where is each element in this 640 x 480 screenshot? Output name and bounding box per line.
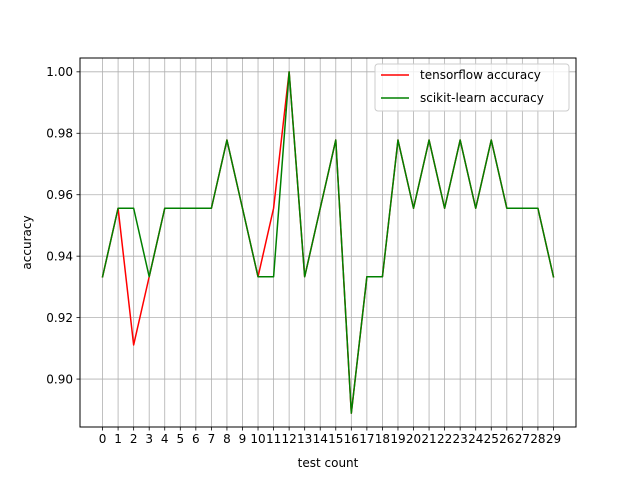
legend-box — [374, 63, 570, 112]
x-tick-label: 3 — [145, 432, 153, 446]
series-line-scikit-learn — [101, 71, 555, 414]
x-tick-label: 10 — [250, 432, 265, 446]
x-tick-label: 25 — [484, 432, 499, 446]
x-tick-label: 6 — [192, 432, 200, 446]
x-tick-label: 28 — [530, 432, 545, 446]
x-tick-label: 12 — [281, 432, 296, 446]
y-tick-label: 0.92 — [46, 311, 73, 325]
legend-label-scikit-learn: scikit-learn accuracy — [420, 91, 544, 105]
ticks: 0 1 2 3 4 5 6 7 8 9 10 11 12 13 14 15 16 17 18 19 20 21 22 23 24… — [46, 65, 561, 446]
x-tick-label: 5 — [176, 432, 184, 446]
x-tick-label: 29 — [546, 432, 561, 446]
x-tick-label: 27 — [515, 432, 530, 446]
x-tick-label: 13 — [297, 432, 312, 446]
plot-frame — [79, 57, 577, 428]
y-tick-label: 0.96 — [46, 188, 73, 202]
x-tick-label: 0 — [99, 432, 107, 446]
x-tick-label: 20 — [406, 432, 421, 446]
y-tick-label: 0.90 — [46, 372, 73, 386]
x-tick-label: 2 — [130, 432, 138, 446]
x-tick-label: 18 — [375, 432, 390, 446]
y-axis-label: accuracy — [20, 215, 34, 269]
x-tick-label: 17 — [359, 432, 374, 446]
x-tick-label: 9 — [239, 432, 247, 446]
x-tick-label: 15 — [328, 432, 343, 446]
x-tick-label: 8 — [223, 432, 231, 446]
series-lines — [101, 71, 555, 414]
x-tick-label: 16 — [344, 432, 359, 446]
x-tick-label: 26 — [499, 432, 514, 446]
x-axis-label: test count — [298, 456, 359, 470]
x-tick-label: 23 — [453, 432, 468, 446]
x-tick-label: 21 — [421, 432, 436, 446]
x-tick-label: 4 — [161, 432, 169, 446]
y-tick-label: 0.94 — [46, 249, 73, 263]
x-tick-label: 11 — [266, 432, 281, 446]
y-tick-label: 1.00 — [46, 65, 73, 79]
x-tick-label: 19 — [390, 432, 405, 446]
y-tick-label: 0.98 — [46, 127, 73, 141]
legend-label-tensorflow: tensorflow accuracy — [420, 68, 541, 82]
x-tick-label: 1 — [114, 432, 122, 446]
x-tick-label: 22 — [437, 432, 452, 446]
x-tick-label: 7 — [208, 432, 216, 446]
x-tick-label: 14 — [313, 432, 328, 446]
x-tick-label: 24 — [468, 432, 483, 446]
legend: tensorflow accuracy scikit-learn accurac… — [374, 63, 570, 112]
